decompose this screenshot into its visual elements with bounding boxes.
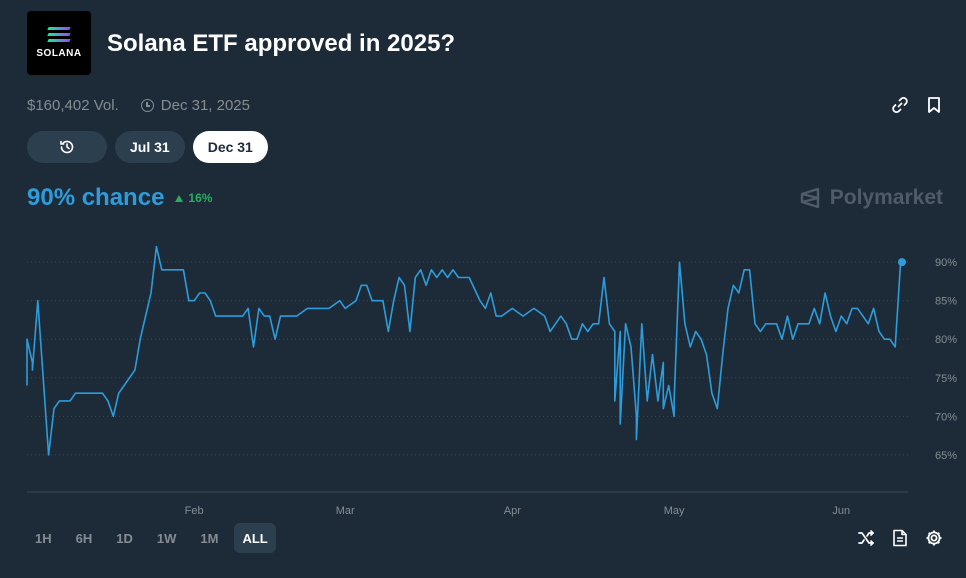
- range-1m[interactable]: 1M: [200, 530, 219, 546]
- link-icon[interactable]: [890, 95, 910, 115]
- x-tick-label: Mar: [336, 505, 355, 517]
- x-tick-label: May: [664, 505, 685, 517]
- gear-icon[interactable]: [924, 528, 944, 548]
- end-date: Dec 31, 2025: [160, 97, 250, 114]
- time-range-selector: 1H 6H 1D 1W 1M ALL: [27, 523, 284, 553]
- chance-value: 90% chance: [27, 184, 165, 211]
- x-tick-label: Jun: [832, 505, 850, 517]
- logo-text: SOLANA: [36, 48, 82, 59]
- volume: $160,402 Vol.: [27, 97, 119, 114]
- range-1d[interactable]: 1D: [116, 530, 133, 546]
- x-tick-label: Feb: [185, 505, 204, 517]
- history-button[interactable]: [27, 131, 107, 163]
- date-pill-dec-31[interactable]: Dec 31: [192, 131, 268, 163]
- y-tick-label: 75%: [935, 373, 957, 385]
- delta-value: 16%: [188, 191, 213, 205]
- shuffle-icon[interactable]: [856, 528, 876, 548]
- range-1h[interactable]: 1H: [35, 530, 52, 546]
- chance-delta: 16%: [175, 191, 212, 205]
- solana-logo-icon: [47, 27, 71, 43]
- price-chart[interactable]: 65% 70% 75% 80% 85% 90% Feb Mar Apr May Jun: [0, 230, 966, 520]
- market-logo: SOLANA: [27, 11, 91, 75]
- market-title: Solana ETF approved in 2025?: [107, 30, 456, 57]
- document-icon[interactable]: [890, 528, 910, 548]
- brand-name: Polymarket: [829, 186, 943, 209]
- range-6h[interactable]: 6H: [75, 530, 93, 546]
- history-icon: [60, 140, 74, 154]
- bookmark-icon[interactable]: [924, 95, 944, 115]
- last-point-dot: [898, 258, 906, 267]
- up-triangle-icon: [175, 194, 184, 202]
- series-line: [26, 245, 906, 456]
- date-pill-jul-31[interactable]: Jul 31: [115, 131, 185, 163]
- range-1w[interactable]: 1W: [156, 530, 177, 546]
- date-pills: Jul 31 Dec 31: [27, 131, 268, 163]
- polymarket-logo-icon: [800, 187, 819, 209]
- y-tick-label: 85%: [935, 296, 957, 308]
- y-tick-label: 70%: [935, 411, 957, 423]
- market-meta: $160,402 Vol. Dec 31, 2025: [27, 97, 250, 114]
- range-all[interactable]: ALL: [234, 523, 276, 553]
- y-tick-label: 65%: [935, 450, 957, 462]
- y-tick-label: 80%: [935, 334, 957, 346]
- chance-row: 90% chance 16%: [27, 184, 212, 212]
- x-tick-label: Apr: [504, 505, 521, 517]
- brand-watermark: Polymarket: [798, 186, 943, 210]
- y-tick-label: 90%: [935, 257, 957, 269]
- clock-icon: [140, 99, 154, 112]
